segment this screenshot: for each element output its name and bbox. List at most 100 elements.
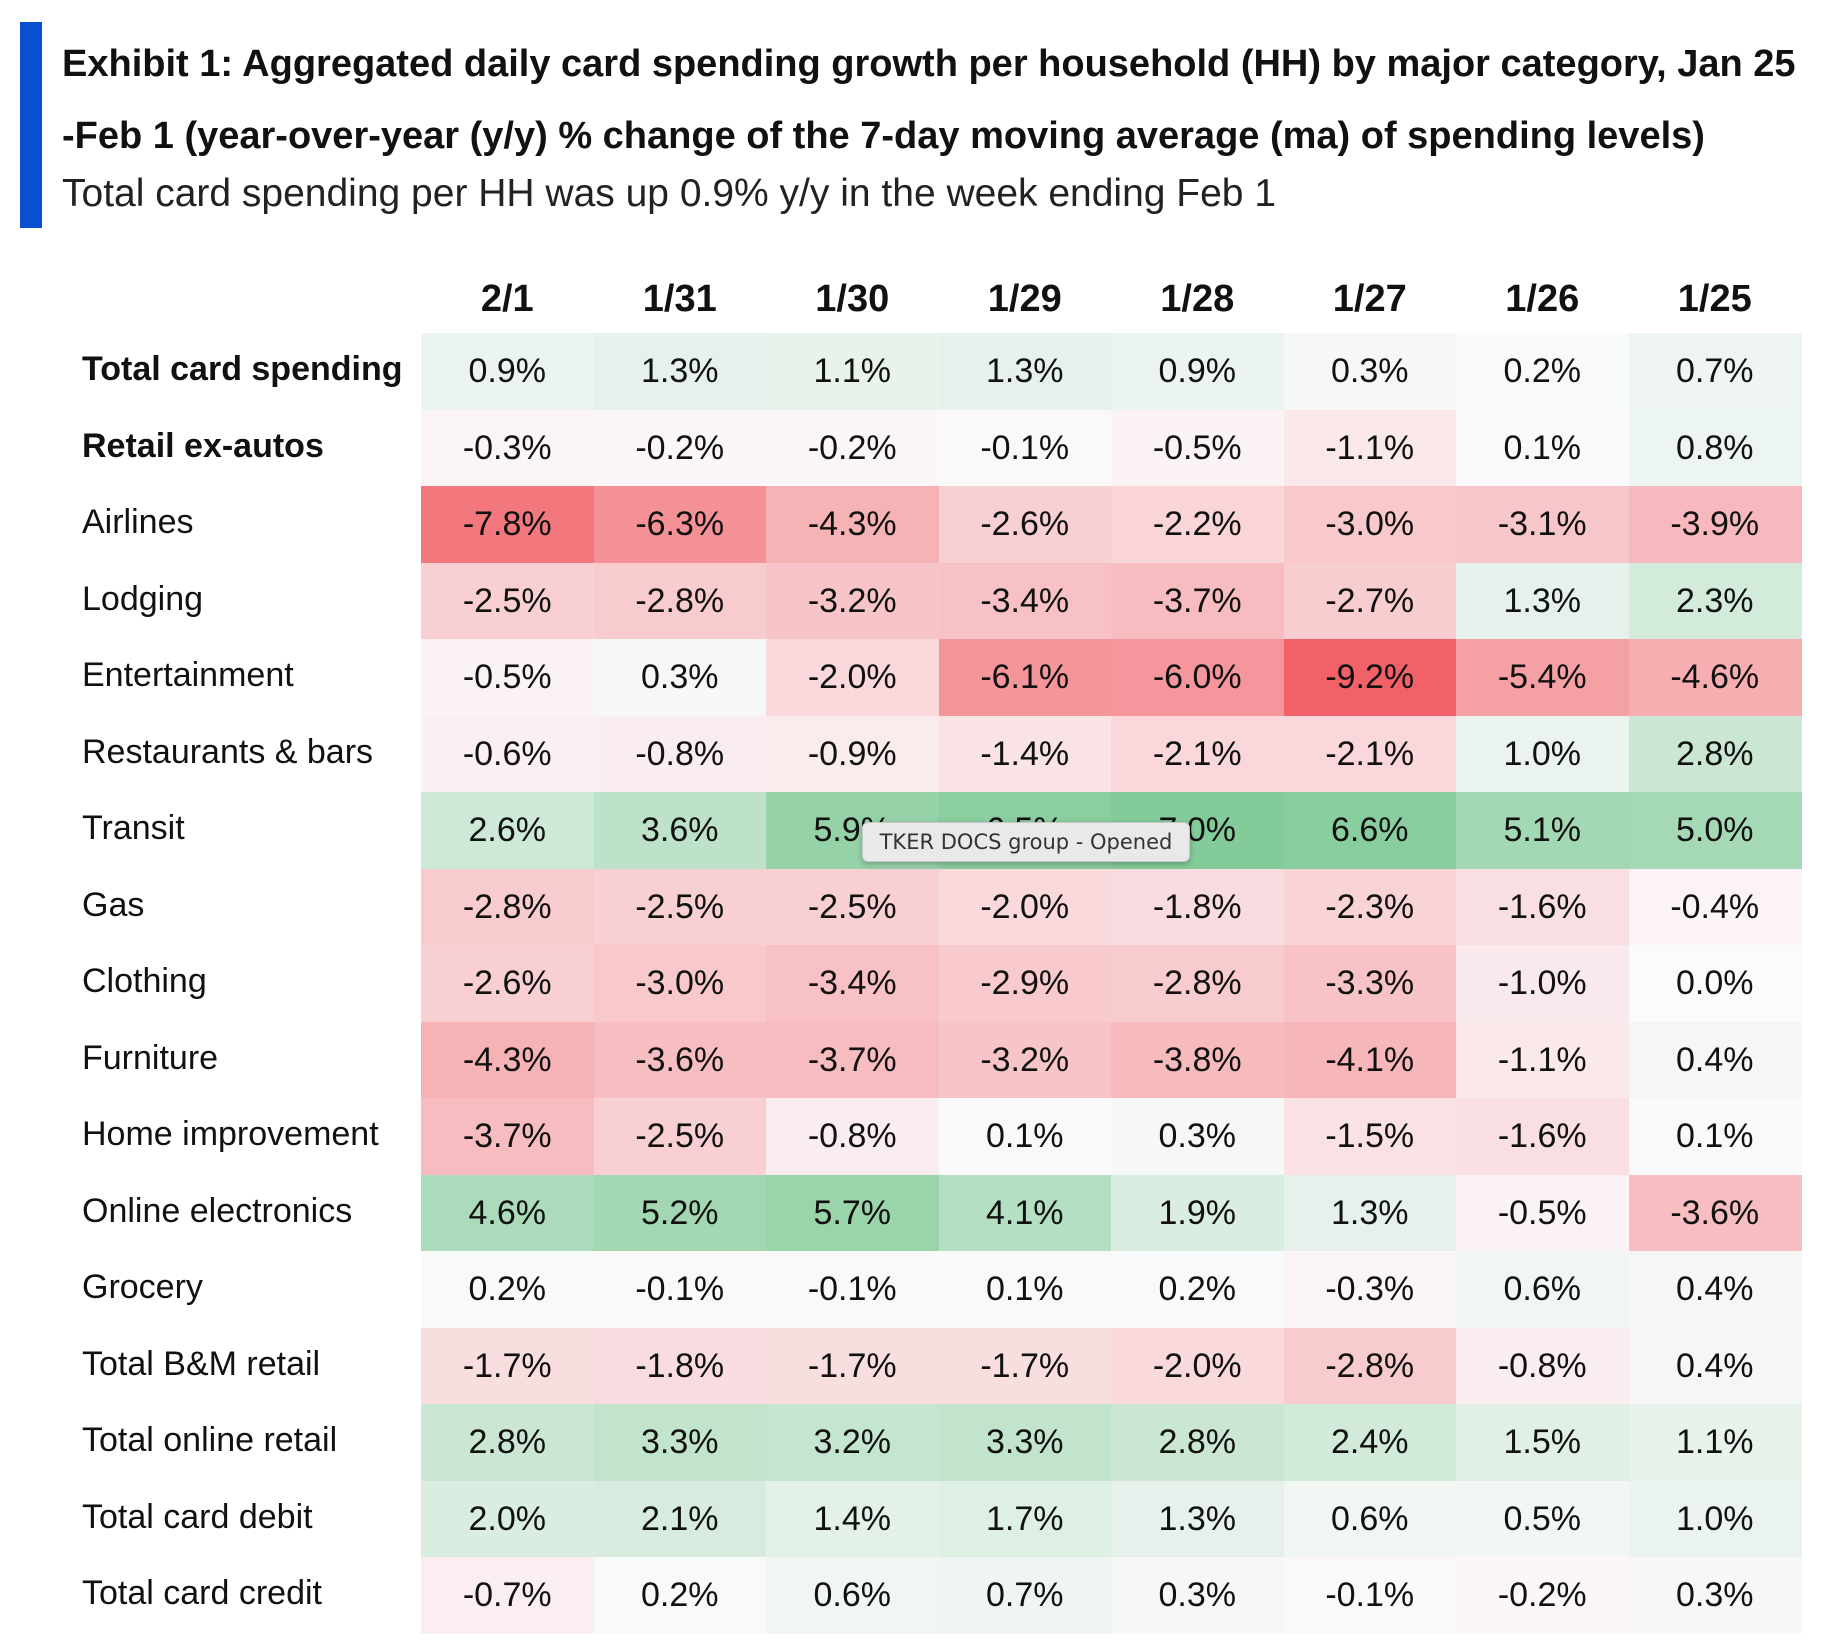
- heatmap-cell: [1628, 1404, 1802, 1481]
- cell-value: 0.6%: [813, 1576, 892, 1614]
- heatmap-cell: [938, 1021, 1112, 1099]
- heatmap-cell: [1111, 1251, 1284, 1328]
- heatmap-cell: [1111, 409, 1284, 487]
- heatmap-cell: [1283, 409, 1457, 487]
- cell-value: 2.8%: [468, 1423, 547, 1461]
- cell-value: 0.7%: [986, 1576, 1064, 1614]
- heatmap-cell: [766, 1174, 939, 1252]
- heatmap-cell: [1456, 486, 1629, 563]
- heatmap-cell: [938, 715, 1112, 793]
- cell-value: 0.2%: [468, 1270, 547, 1308]
- heatmap-cell: [1111, 715, 1284, 793]
- cell-value: 1.5%: [1503, 1423, 1582, 1461]
- cell-value: -3.0%: [1325, 505, 1415, 543]
- cell-value: -0.9%: [807, 734, 897, 773]
- cell-value: 5.7%: [813, 1193, 892, 1232]
- cell-value: -0.7%: [462, 1576, 552, 1614]
- cell-value: 5.2%: [641, 1193, 719, 1232]
- heatmap-cell: [1628, 1098, 1802, 1175]
- heatmap-cell: [1283, 945, 1457, 1022]
- heatmap-cell: [1456, 868, 1629, 946]
- column-header: 1/25: [1677, 278, 1752, 320]
- heatmap-cell: [593, 1557, 767, 1634]
- heatmap-cell: [421, 792, 594, 869]
- heatmap-cell: [593, 562, 767, 640]
- heatmap-cell: [1456, 945, 1629, 1022]
- cell-value: 0.1%: [1503, 428, 1582, 467]
- heatmap-cell: [593, 1480, 767, 1558]
- cell-value: 1.9%: [1158, 1193, 1237, 1232]
- row-label: Clothing: [82, 962, 207, 1000]
- heatmap-cell: [938, 1098, 1112, 1175]
- cell-value: -0.5%: [1152, 428, 1242, 467]
- cell-value: -0.3%: [462, 428, 552, 467]
- heatmap-cell: [1456, 792, 1629, 869]
- cell-value: 2.3%: [1676, 581, 1754, 620]
- heatmap-cell: [1456, 1327, 1629, 1405]
- heatmap-cell: [766, 945, 939, 1022]
- row-label: Total card spending: [82, 350, 403, 388]
- cell-value: 4.1%: [986, 1193, 1064, 1232]
- cell-value: -1.8%: [1152, 887, 1242, 926]
- heatmap-cell: [1456, 1251, 1629, 1328]
- heatmap-cell: [1283, 333, 1457, 410]
- row-label: Airlines: [82, 503, 194, 541]
- cell-value: 1.3%: [1503, 581, 1582, 620]
- cell-value: -2.8%: [635, 581, 725, 620]
- cell-value: -2.0%: [807, 658, 897, 696]
- column-header: 2/1: [480, 278, 534, 320]
- cell-value: -3.8%: [1152, 1040, 1242, 1079]
- cell-value: -2.2%: [1152, 505, 1242, 543]
- heatmap-cell: [938, 1327, 1112, 1405]
- cell-value: 0.1%: [1676, 1117, 1754, 1155]
- heatmap-cell: [421, 1480, 594, 1558]
- row-label: Retail ex-autos: [82, 426, 324, 465]
- cell-value: 2.4%: [1331, 1423, 1409, 1461]
- heatmap-cell: [421, 639, 594, 716]
- heatmap-cell: [1111, 639, 1284, 716]
- heatmap-cell: [766, 562, 939, 640]
- heatmap-cell: [421, 868, 594, 946]
- heatmap-cell: [1283, 1480, 1457, 1558]
- chart-subtitle: Total card spending per HH was up 0.9% y…: [62, 172, 1277, 215]
- heatmap-cell: [1111, 486, 1284, 563]
- group-tooltip: TKER DOCS group - Opened: [862, 822, 1190, 862]
- cell-value: 1.1%: [813, 352, 892, 390]
- heatmap-cell: [938, 562, 1112, 640]
- cell-value: -3.7%: [462, 1117, 552, 1155]
- heatmap-cell: [766, 715, 939, 793]
- heatmap-cell: [938, 868, 1112, 946]
- cell-value: -4.6%: [1670, 658, 1760, 696]
- heatmap-cell: [421, 486, 594, 563]
- row-label: Home improvement: [82, 1115, 379, 1153]
- heatmap-cell: [1283, 1327, 1457, 1405]
- cell-value: 2.1%: [641, 1499, 719, 1538]
- heatmap-cell: [421, 1251, 594, 1328]
- heatmap-cell: [1456, 1557, 1629, 1634]
- cell-value: 2.6%: [468, 811, 547, 849]
- cell-value: -1.0%: [1497, 964, 1587, 1002]
- cell-value: -1.7%: [980, 1346, 1070, 1385]
- cell-value: 2.0%: [468, 1499, 547, 1538]
- heatmap-cell: [1111, 945, 1284, 1022]
- cell-value: -2.0%: [1152, 1346, 1242, 1385]
- heatmap-cell: [938, 945, 1112, 1022]
- heatmap-cell: [766, 1098, 939, 1175]
- heatmap-cell: [421, 715, 594, 793]
- cell-value: -0.5%: [1497, 1193, 1587, 1232]
- heatmap-cell: [421, 1021, 594, 1099]
- heatmap-cell: [938, 409, 1112, 487]
- cell-value: -0.1%: [980, 428, 1070, 467]
- cell-value: -1.7%: [462, 1346, 552, 1385]
- heatmap-cell: [1283, 562, 1457, 640]
- heatmap-cell: [593, 792, 767, 869]
- heatmap-cell: [938, 1480, 1112, 1558]
- cell-value: -0.8%: [807, 1117, 897, 1155]
- cell-value: 5.0%: [1676, 811, 1754, 849]
- row-label: Gas: [82, 885, 145, 924]
- row-label: Transit: [82, 809, 185, 847]
- cell-value: 0.3%: [1676, 1576, 1754, 1614]
- heatmap-cell: [1283, 1174, 1457, 1252]
- heatmap-cell: [421, 333, 594, 410]
- row-label: Total B&M retail: [82, 1344, 321, 1383]
